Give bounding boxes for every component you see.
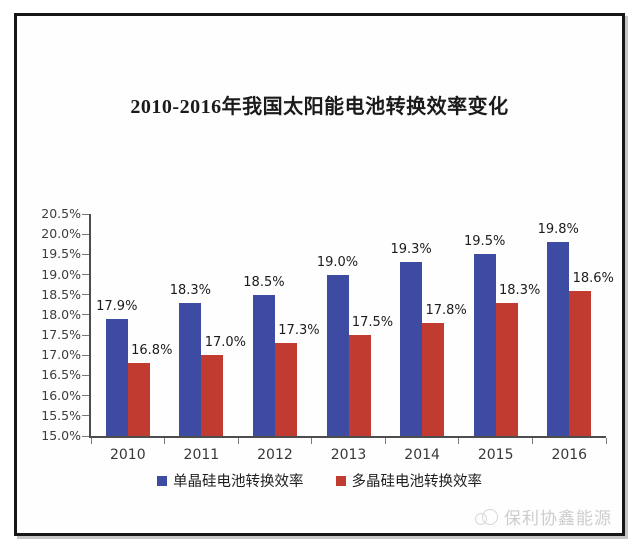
y-axis-tick bbox=[82, 415, 89, 417]
x-axis-tick bbox=[605, 438, 607, 444]
bar-poly: 17.0% bbox=[201, 335, 246, 436]
bar-mono: 18.5% bbox=[243, 275, 285, 436]
plot-area: 17.9% 16.8% 18.3% 17.0% 18.5% 17.3% 19.0% 17.5%… bbox=[41, 207, 614, 464]
bar-value-label: 17.8% bbox=[425, 302, 467, 318]
y-axis-tick-label: 17.5% bbox=[41, 327, 81, 343]
x-axis-category-label: 2012 bbox=[257, 447, 293, 463]
legend-item-poly: 多晶硅电池转换效率 bbox=[335, 470, 483, 491]
bar-value-label: 17.5% bbox=[351, 315, 394, 331]
bar-value-label: 17.3% bbox=[278, 323, 320, 339]
x-axis-labels: 2010 2011 2012 2013 2014 2015 2016 bbox=[91, 447, 606, 463]
bar-group: 18.3% 17.0% bbox=[165, 214, 246, 436]
x-axis-category-label: 2014 bbox=[404, 447, 440, 463]
bar-group: 19.5% 18.3% bbox=[459, 214, 540, 436]
y-axis-tick-label: 19.0% bbox=[41, 266, 81, 282]
bar-value-label: 16.8% bbox=[131, 343, 173, 359]
x-axis-category-label: 2010 bbox=[109, 447, 146, 463]
chart-title: 2010-2016年我国太阳能电池转换效率变化 bbox=[130, 96, 509, 118]
bar-mono: 17.9% bbox=[96, 299, 137, 436]
bar-mono: 18.3% bbox=[170, 283, 211, 436]
y-axis-tick bbox=[82, 314, 89, 316]
bar-value-label: 18.5% bbox=[243, 274, 285, 290]
x-axis-tick bbox=[90, 438, 92, 444]
bar-mono: 19.8% bbox=[538, 222, 579, 436]
bar-groups: 17.9% 16.8% 18.3% 17.0% 18.5% 17.3% 19.0% 17.5%… bbox=[91, 214, 614, 436]
y-axis-tick-label: 17.0% bbox=[41, 347, 81, 363]
bar-value-label: 17.9% bbox=[96, 298, 138, 314]
bar-value-label: 19.5% bbox=[464, 234, 506, 250]
bar-value-label: 19.8% bbox=[537, 222, 579, 238]
bar-value-label: 18.3% bbox=[169, 282, 212, 298]
bar-poly: 18.6% bbox=[569, 271, 614, 436]
bar-mono: 19.5% bbox=[464, 234, 505, 436]
x-axis-tick bbox=[458, 438, 460, 444]
watermark-text: 保利协鑫能源 bbox=[504, 509, 612, 528]
y-axis-tick bbox=[82, 435, 89, 437]
y-axis-tick-label: 20.5% bbox=[41, 206, 81, 221]
bar-poly: 17.8% bbox=[422, 303, 467, 436]
bar-group: 19.0% 17.5% bbox=[312, 214, 393, 436]
y-axis-tick-label: 18.0% bbox=[41, 306, 81, 322]
chart-legend: 单晶硅电池转换效率 多晶硅电池转换效率 bbox=[17, 470, 622, 491]
gcl-circles-logo-icon bbox=[475, 508, 499, 526]
watermark: 保利协鑫能源 bbox=[475, 504, 612, 529]
bar-poly: 17.5% bbox=[348, 315, 393, 436]
legend-swatch-mono-icon bbox=[157, 475, 167, 486]
x-axis-tick bbox=[384, 438, 386, 444]
bar-group: 17.9% 16.8% bbox=[91, 214, 172, 436]
bar-mono: 19.3% bbox=[390, 242, 432, 436]
bar-mono: 19.0% bbox=[317, 255, 358, 436]
y-axis-tick-label: 16.0% bbox=[41, 387, 81, 403]
y-axis-tick bbox=[82, 233, 89, 235]
bar-poly: 17.3% bbox=[274, 323, 320, 436]
y-axis-tick bbox=[82, 294, 89, 296]
x-axis-tick bbox=[237, 438, 239, 444]
y-axis-tick-label: 19.5% bbox=[41, 246, 81, 262]
y-axis-tick bbox=[82, 334, 89, 336]
bar-value-label: 19.0% bbox=[316, 254, 359, 270]
y-axis-tick-label: 15.0% bbox=[41, 428, 81, 443]
y-axis-tick-label: 15.5% bbox=[41, 407, 81, 423]
x-axis-tick bbox=[311, 438, 313, 444]
y-axis-tick-label: 18.5% bbox=[41, 286, 81, 302]
legend-item-mono: 单晶硅电池转换效率 bbox=[157, 470, 304, 491]
y-axis-tick bbox=[82, 354, 89, 356]
bar-value-label: 18.3% bbox=[499, 282, 541, 298]
x-axis-category-label: 2013 bbox=[330, 447, 367, 463]
bar-group: 19.8% 18.6% bbox=[532, 214, 614, 436]
bar-value-label: 19.3% bbox=[390, 242, 432, 258]
y-axis-tick bbox=[82, 395, 89, 397]
legend-swatch-poly-icon bbox=[335, 475, 346, 486]
legend-label-mono: 单晶硅电池转换效率 bbox=[173, 474, 304, 490]
y-axis-tick-label: 16.5% bbox=[41, 367, 81, 383]
y-axis-tick bbox=[82, 253, 89, 255]
y-axis-tick bbox=[82, 213, 89, 215]
bar-poly: 16.8% bbox=[127, 343, 172, 436]
y-axis-tick bbox=[82, 274, 89, 276]
x-axis-category-label: 2016 bbox=[551, 447, 588, 463]
chart-card: 2010-2016年我国太阳能电池转换效率变化 17.9% 16.8% 18.3% 1… bbox=[14, 13, 625, 536]
x-axis-tick bbox=[531, 438, 533, 444]
x-axis-category-label: 2015 bbox=[477, 447, 514, 463]
legend-label-poly: 多晶硅电池转换效率 bbox=[351, 474, 483, 490]
x-axis-tick bbox=[164, 438, 166, 444]
y-axis-tick-label: 20.0% bbox=[41, 226, 81, 242]
bar-group: 19.3% 17.8% bbox=[385, 214, 467, 436]
bar-group: 18.5% 17.3% bbox=[238, 214, 320, 436]
x-axis-category-label: 2011 bbox=[183, 447, 220, 463]
bar-value-label: 17.0% bbox=[204, 335, 247, 351]
bar-poly: 18.3% bbox=[495, 283, 540, 436]
y-axis-tick bbox=[82, 374, 89, 376]
bar-value-label: 18.6% bbox=[572, 270, 614, 286]
